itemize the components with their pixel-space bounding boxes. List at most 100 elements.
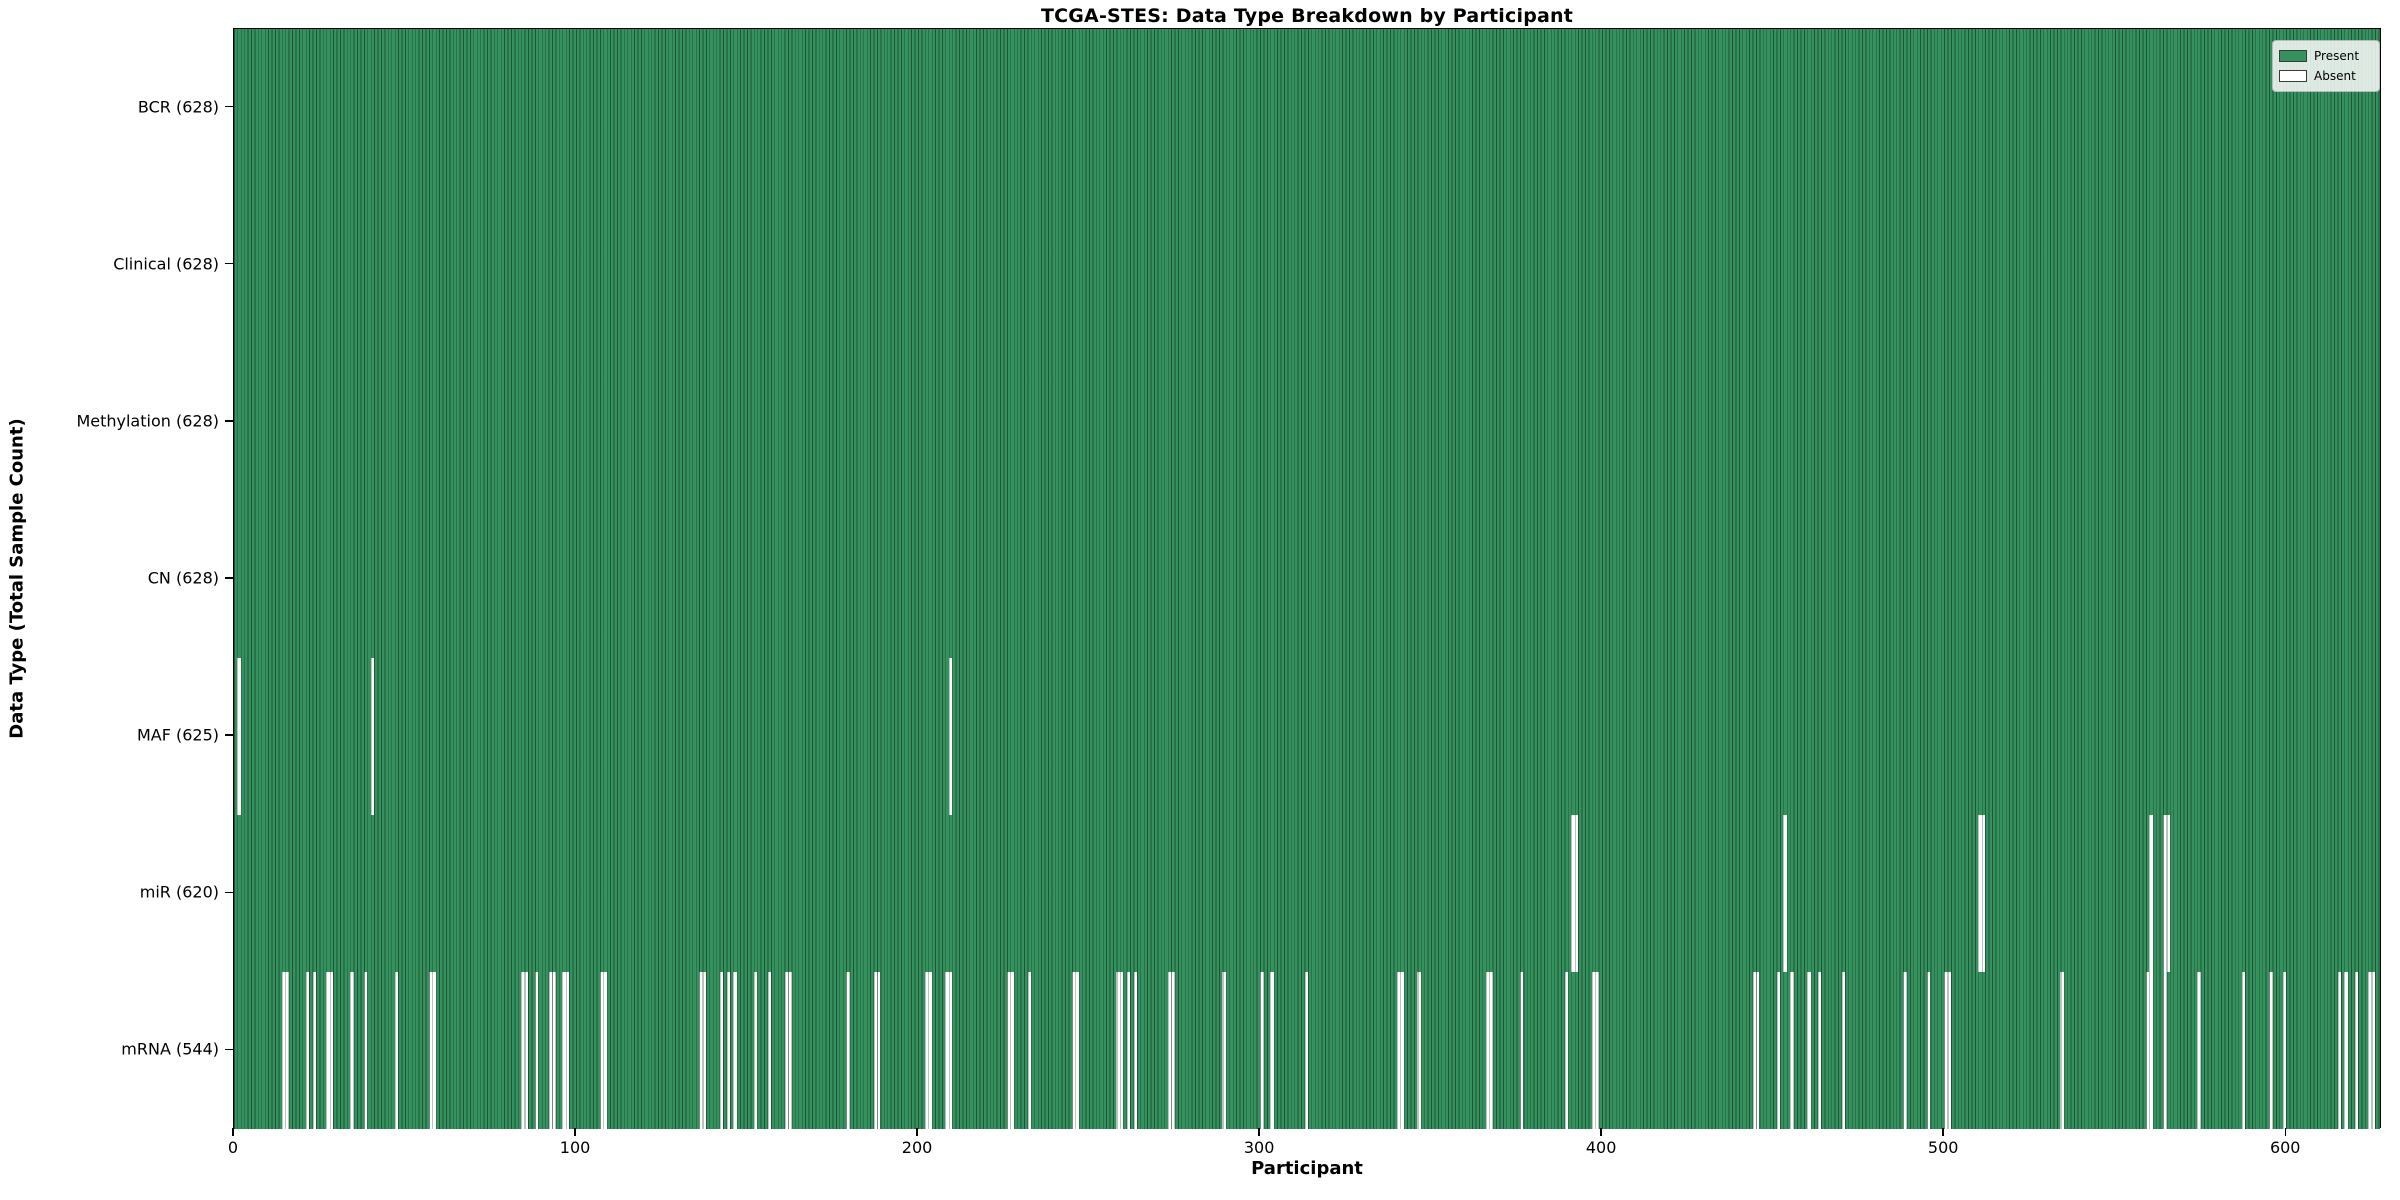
y-tick-mark — [225, 420, 233, 422]
absent-gap — [562, 971, 570, 1129]
absent-gap — [1591, 971, 1599, 1129]
y-tick-mark — [225, 105, 233, 108]
absent-gap — [1841, 971, 1845, 1129]
absent-gap — [428, 971, 436, 1129]
absent-gap — [719, 971, 724, 1129]
absent-gap — [2354, 971, 2359, 1129]
x-tick-label-300: 300 — [1243, 1138, 1275, 1157]
row-cn — [234, 500, 2380, 658]
absent-gap — [2163, 971, 2167, 1129]
row-bcr — [234, 29, 2380, 187]
x-tick-mark — [2284, 1128, 2286, 1136]
absent-gap — [2368, 971, 2376, 1129]
x-tick-mark — [1942, 1128, 1944, 1136]
absent-gap — [1260, 971, 1264, 1129]
y-tick-mark — [225, 891, 233, 893]
chart-title: TCGA-STES: Data Type Breakdown by Partic… — [1040, 5, 1574, 27]
legend-item-present: Present — [2279, 46, 2371, 66]
x-tick-label-0: 0 — [227, 1138, 239, 1157]
absent-gap — [1071, 971, 1079, 1129]
absent-gap — [767, 971, 771, 1129]
legend-label: Present — [2314, 49, 2360, 63]
absent-gap — [548, 971, 556, 1129]
absent-gap — [363, 971, 368, 1129]
absent-gap — [2241, 971, 2246, 1129]
y-tick-label-mrna: mRNA (544) — [121, 1039, 219, 1059]
absent-gap — [394, 971, 399, 1129]
absent-gap — [312, 971, 317, 1129]
absent-gap — [1126, 971, 1131, 1129]
y-tick-mark — [225, 734, 233, 736]
bar-edges-overlay — [234, 343, 2380, 501]
x-tick-mark — [916, 1128, 918, 1136]
absent-gap — [1116, 971, 1124, 1129]
x-tick-label-200: 200 — [901, 1138, 933, 1157]
absent-gap — [1167, 971, 1175, 1129]
absent-gap — [521, 971, 529, 1129]
absent-gap — [350, 971, 354, 1129]
absent-gap — [1944, 971, 1952, 1129]
x-tick-mark — [1258, 1128, 1260, 1136]
absent-gap — [1776, 971, 1780, 1129]
absent-gap — [534, 971, 539, 1129]
absent-gap — [2344, 971, 2348, 1129]
y-tick-mark — [225, 577, 233, 579]
bar-edges-overlay — [234, 500, 2380, 658]
row-mrna — [234, 971, 2380, 1129]
bar-edges-overlay — [234, 29, 2380, 187]
absent-gap — [370, 657, 375, 815]
absent-gap — [1903, 971, 1907, 1129]
y-tick-mark — [225, 263, 233, 265]
absent-gap — [1807, 971, 1811, 1129]
absent-gap — [2163, 814, 2170, 972]
x-axis-label: Participant — [1251, 1158, 1363, 1179]
bar-edges-overlay — [234, 814, 2380, 972]
absent-gap — [1270, 971, 1274, 1129]
legend-label: Absent — [2314, 69, 2356, 83]
absent-gap — [2282, 971, 2287, 1129]
legend-swatch-present — [2279, 50, 2307, 62]
absent-gap — [1133, 971, 1137, 1129]
absent-gap — [753, 971, 758, 1129]
x-tick-label-400: 400 — [1585, 1138, 1617, 1157]
legend-swatch-absent — [2279, 70, 2307, 82]
y-tick-label-maf: MAF (625) — [136, 725, 219, 745]
absent-gap — [1752, 971, 1760, 1129]
absent-gap — [1564, 971, 1568, 1129]
x-tick-label-600: 600 — [2269, 1138, 2301, 1157]
absent-gap — [2197, 971, 2201, 1129]
absent-gap — [1007, 971, 1014, 1129]
absent-gap — [326, 971, 334, 1129]
absent-gap — [237, 657, 241, 815]
absent-gap — [2337, 971, 2341, 1129]
absent-gap — [1304, 971, 1308, 1129]
absent-gap — [699, 971, 706, 1129]
x-tick-label-100: 100 — [559, 1138, 591, 1157]
x-tick-mark — [232, 1128, 234, 1136]
absent-gap — [948, 657, 953, 815]
absent-gap — [1222, 971, 1226, 1129]
absent-gap — [2269, 971, 2273, 1129]
absent-gap — [846, 971, 850, 1129]
y-tick-label-bcr: BCR (628) — [137, 97, 219, 117]
plot-area — [233, 28, 2381, 1129]
legend-item-absent: Absent — [2279, 66, 2371, 86]
legend: Present Absent — [2272, 40, 2380, 92]
bar-edges-overlay — [234, 186, 2380, 344]
absent-gap — [2149, 814, 2153, 972]
absent-gap — [873, 971, 881, 1129]
absent-gap — [924, 971, 932, 1129]
row-methylation — [234, 343, 2380, 501]
x-tick-mark — [574, 1128, 576, 1136]
y-tick-label-clinical: Clinical (628) — [113, 254, 219, 274]
absent-gap — [1927, 971, 1931, 1129]
x-tick-mark — [1600, 1128, 1602, 1136]
absent-gap — [733, 971, 737, 1129]
row-mir — [234, 814, 2380, 972]
absent-gap — [1485, 971, 1493, 1129]
absent-gap — [945, 971, 953, 1129]
absent-gap — [1790, 971, 1794, 1129]
absent-gap — [1571, 814, 1579, 972]
absent-gap — [784, 971, 792, 1129]
